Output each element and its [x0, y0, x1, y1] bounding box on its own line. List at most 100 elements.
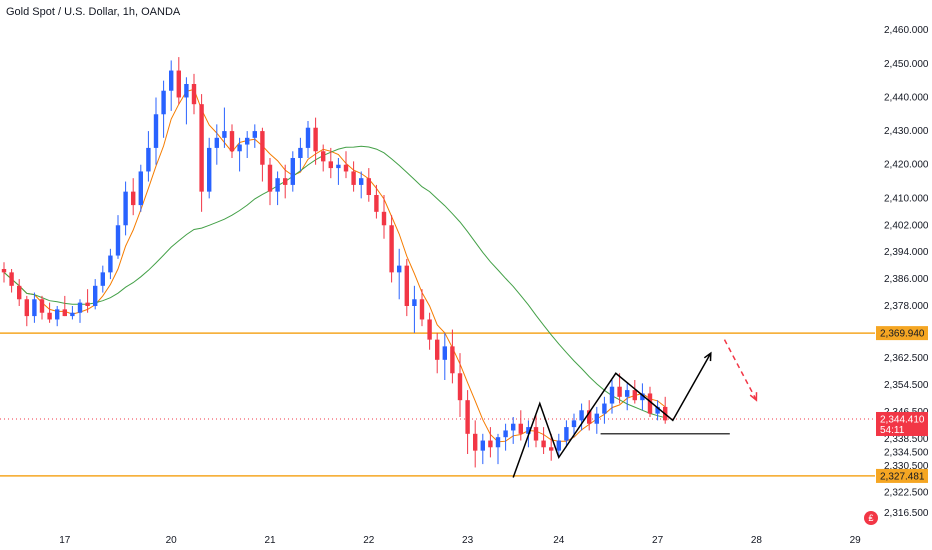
candle-body — [146, 147, 151, 172]
candle-body — [579, 410, 584, 421]
candle-body — [328, 161, 333, 169]
x-tick-label: 27 — [652, 535, 664, 546]
candle-body — [305, 127, 311, 148]
ma-slow-line — [3, 145, 666, 419]
candle-body — [435, 339, 440, 360]
x-tick-label: 21 — [264, 535, 276, 546]
candle-body — [199, 104, 204, 192]
y-tick-label: 2,460.000 — [884, 25, 929, 36]
current-price-label: 2,344.410 — [880, 414, 925, 425]
arrowhead-down-icon — [749, 392, 758, 402]
tradingview-logo-icon[interactable]: ₤ — [864, 511, 878, 525]
y-tick-label: 2,338.500 — [884, 434, 929, 445]
candle-body — [541, 440, 546, 448]
candle-body — [533, 427, 539, 441]
candle-body — [625, 390, 630, 397]
candle-body — [9, 272, 14, 286]
y-tick-label: 2,334.500 — [884, 447, 929, 458]
candle-body — [267, 164, 273, 192]
ma-fast-line — [3, 88, 666, 443]
candle-body — [427, 319, 432, 340]
candle-body — [503, 430, 508, 438]
y-tick-label: 2,322.500 — [884, 488, 929, 499]
y-tick-label: 2,430.000 — [884, 126, 929, 137]
candle-body — [93, 285, 98, 306]
candle-body — [184, 84, 189, 98]
candle-body — [564, 427, 569, 441]
x-tick-label: 22 — [363, 535, 375, 546]
candle-body — [450, 346, 455, 374]
y-tick-label: 2,386.000 — [884, 274, 929, 285]
x-tick-label: 17 — [59, 535, 71, 546]
candle-body — [252, 131, 257, 138]
candle-body — [214, 137, 219, 148]
candle-body — [336, 164, 341, 169]
candle-body — [245, 137, 250, 145]
candle-body — [222, 131, 227, 138]
current-price-tag — [876, 411, 928, 436]
y-tick-label: 2,440.000 — [884, 92, 929, 103]
candle-body — [77, 302, 83, 313]
countdown-label: 54:11 — [880, 425, 905, 436]
candle-body — [518, 423, 523, 434]
candle-body — [397, 265, 402, 273]
candle-body — [169, 70, 174, 91]
candle-body — [47, 312, 52, 320]
candle-body — [138, 171, 143, 206]
candle-body — [609, 386, 615, 404]
level-tag-resistance — [876, 326, 928, 341]
candle-body — [161, 90, 166, 115]
candle-body — [632, 390, 637, 401]
candle-body — [108, 255, 113, 273]
candle-body — [526, 427, 531, 434]
candle-body — [549, 447, 554, 451]
candle-body — [556, 440, 561, 451]
candle-body — [389, 225, 394, 273]
candle-body — [100, 272, 105, 286]
candle-body — [237, 144, 242, 152]
candle-body — [275, 178, 280, 192]
candle-body — [32, 299, 37, 317]
candle-body — [602, 403, 607, 414]
projection-line — [723, 339, 758, 401]
candle-body — [374, 195, 379, 212]
y-tick-label: 2,420.000 — [884, 160, 929, 171]
candle-body — [640, 393, 645, 401]
y-tick-label: 2,362.500 — [884, 353, 929, 364]
candle-body — [594, 413, 599, 424]
zigzag-pattern — [512, 352, 712, 478]
candle-body — [17, 285, 22, 300]
candle-body — [24, 299, 29, 317]
candle-body — [412, 299, 417, 306]
candle-body — [321, 151, 326, 162]
candle-body — [457, 373, 463, 401]
y-tick-label: 2,378.000 — [884, 301, 929, 312]
candle-body — [655, 406, 660, 414]
x-tick-label: 20 — [166, 535, 178, 546]
candle-body — [343, 164, 349, 172]
chart-title: Gold Spot / U.S. Dollar, 1h, OANDA — [6, 6, 181, 18]
candle-body — [366, 178, 371, 195]
candle-body — [351, 171, 356, 185]
candle-body — [290, 158, 295, 185]
candle-body — [495, 437, 501, 448]
y-tick-label: 2,402.000 — [884, 220, 929, 231]
candle-body — [313, 127, 318, 152]
candle-body — [511, 423, 516, 431]
candle-body — [381, 211, 387, 226]
level-tag-support — [876, 468, 928, 483]
candle-body — [131, 191, 136, 206]
candle-body — [191, 84, 197, 105]
candle-body — [473, 433, 478, 451]
candle-body — [571, 420, 577, 428]
candle-body — [39, 299, 45, 313]
candle-body — [123, 191, 128, 226]
candle-body — [480, 440, 485, 451]
candle-body — [488, 440, 493, 448]
candle-body — [260, 131, 265, 165]
candle-body — [283, 178, 288, 185]
x-tick-label: 28 — [751, 535, 763, 546]
level-tag-label: 2,369.940 — [880, 329, 925, 340]
candle-body — [587, 410, 592, 424]
